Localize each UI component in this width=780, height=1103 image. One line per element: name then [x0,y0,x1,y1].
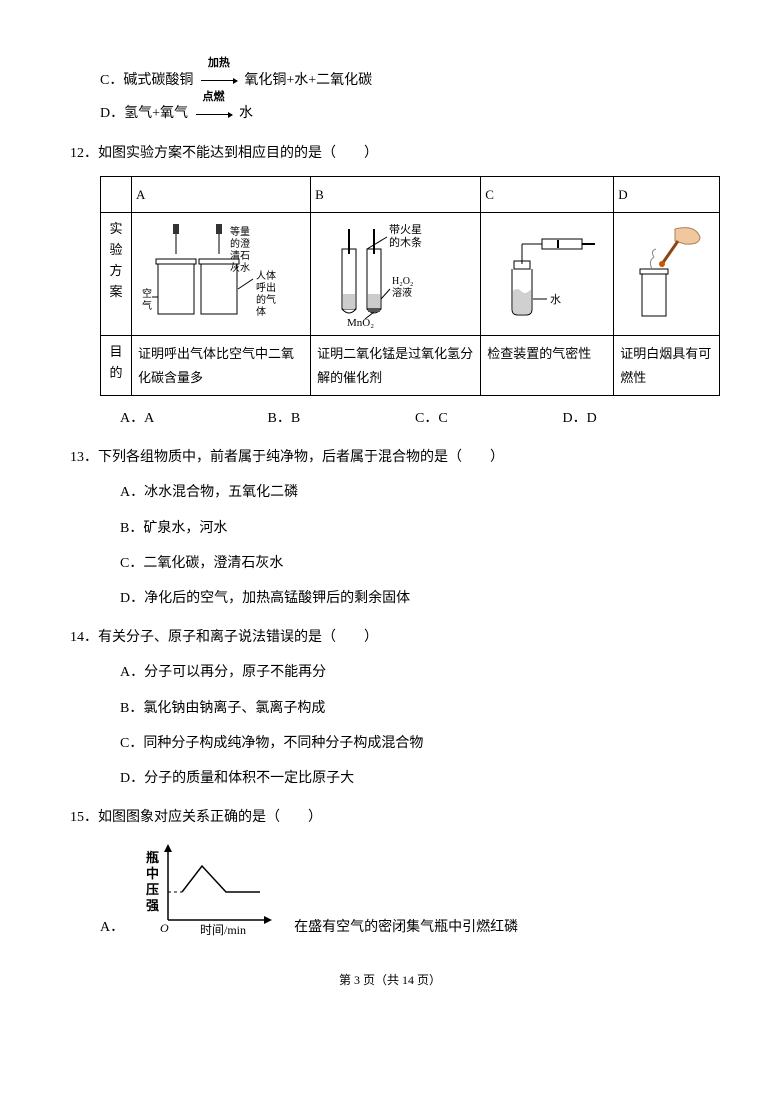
q13-c: C．二氧化碳，澄清石灰水 [120,551,710,576]
option-d-suffix: 水 [239,106,253,121]
svg-text:的木条: 的木条 [389,235,422,249]
row-experiment-label: 实验方案 [101,213,132,336]
q15-a-prefix: A． [100,915,124,940]
svg-text:溶液: 溶液 [392,286,412,299]
svg-text:瓶: 瓶 [146,850,159,865]
purpose-a: 证明呼出气体比空气中二氧化碳含量多 [132,336,311,396]
q15-a: A． 瓶 中 压 强 O 时 [100,840,710,940]
svg-text:的澄: 的澄 [230,237,250,250]
col-a: A [132,176,311,212]
col-c: C [481,176,614,212]
reaction-arrow-ignite: 点燃 [196,102,232,127]
question-15: 15．如图图象对应关系正确的是（ ） A． 瓶 中 压 强 [70,805,710,940]
q12-options: A．A B．B C．C D．D [120,406,710,431]
svg-text:空: 空 [142,287,152,300]
col-b: B [311,176,481,212]
q15-stem: 15．如图图象对应关系正确的是（ ） [70,805,710,830]
diagram-b: 带火星 的木条 [311,213,481,336]
q12-opt-d: D．D [563,406,711,431]
diagram-c: 水 [481,213,614,336]
svg-text:灰水: 灰水 [230,261,250,274]
q13-b: B．矿泉水，河水 [120,516,710,541]
option-c-suffix: 氧化铜+水+二氧化碳 [244,73,372,88]
q13-stem: 13．下列各组物质中，前者属于纯净物，后者属于混合物的是（ ） [70,445,710,470]
page-footer: 第 3 页（共 14 页） [70,970,710,992]
svg-text:O: O [160,921,169,935]
experiment-table: A B C D 实验方案 等量 [100,176,720,396]
svg-text:气: 气 [142,299,152,312]
option-d-prefix: D．氢气+氧气 [100,106,188,121]
option-c-prefix: C．碱式碳酸铜 [100,73,193,88]
q12-opt-a: A．A [120,406,268,431]
svg-text:清石: 清石 [230,249,250,262]
q14-stem: 14．有关分子、原子和离子说法错误的是（ ） [70,625,710,650]
q14-d: D．分子的质量和体积不一定比原子大 [120,766,710,791]
svg-text:中: 中 [146,866,159,881]
purpose-d: 证明白烟具有可燃性 [614,336,720,396]
col-d: D [614,176,720,212]
q12-stem: 12．如图实验方案不能达到相应目的的是（ ） [70,141,710,166]
question-13: 13．下列各组物质中，前者属于纯净物，后者属于混合物的是（ ） A．冰水混合物，… [70,445,710,611]
q12-opt-c: C．C [415,406,563,431]
svg-text:时间/min: 时间/min [200,923,246,937]
option-c: C．碱式碳酸铜 加热 氧化铜+水+二氧化碳 [100,68,710,93]
option-d: D．氢气+氧气 点燃 水 [100,101,710,126]
purpose-c: 检查装置的气密性 [481,336,614,396]
q14-c: C．同种分子构成纯净物，不同种分子构成混合物 [120,731,710,756]
svg-text:呼出: 呼出 [256,281,276,294]
diagram-d [614,213,720,336]
purpose-b: 证明二氧化锰是过氧化氢分解的催化剂 [311,336,481,396]
pressure-chart: 瓶 中 压 强 O 时间/min [140,840,280,940]
svg-text:的气: 的气 [256,293,276,306]
q15-a-suffix: 在盛有空气的密闭集气瓶中引燃红磷 [294,915,518,940]
q14-b: B．氯化钠由钠离子、氯离子构成 [120,696,710,721]
q14-a: A．分子可以再分，原子不能再分 [120,660,710,685]
diagram-a: 等量 的澄 清石 灰水 空 气 人体 [132,213,311,336]
question-14: 14．有关分子、原子和离子说法错误的是（ ） A．分子可以再分，原子不能再分 B… [70,625,710,791]
svg-text:强: 强 [146,898,159,913]
q13-d: D．净化后的空气，加热高锰酸钾后的剩余固体 [120,586,710,611]
svg-text:人体: 人体 [256,270,276,282]
svg-text:压: 压 [146,882,159,897]
table-empty [101,176,132,212]
label-limewater: 等量 [230,225,250,238]
q13-a: A．冰水混合物，五氧化二磷 [120,480,710,505]
question-12: 12．如图实验方案不能达到相应目的的是（ ） A B C D 实验方案 [70,141,710,432]
svg-text:带火星: 带火星 [389,223,422,236]
svg-text:H₂O₂: H₂O₂ [392,276,413,287]
row-purpose-label: 目的 [101,336,132,396]
svg-text:体: 体 [256,306,266,318]
svg-text:水: 水 [550,293,561,306]
q12-opt-b: B．B [268,406,416,431]
svg-text:MnO₂: MnO₂ [347,317,374,329]
